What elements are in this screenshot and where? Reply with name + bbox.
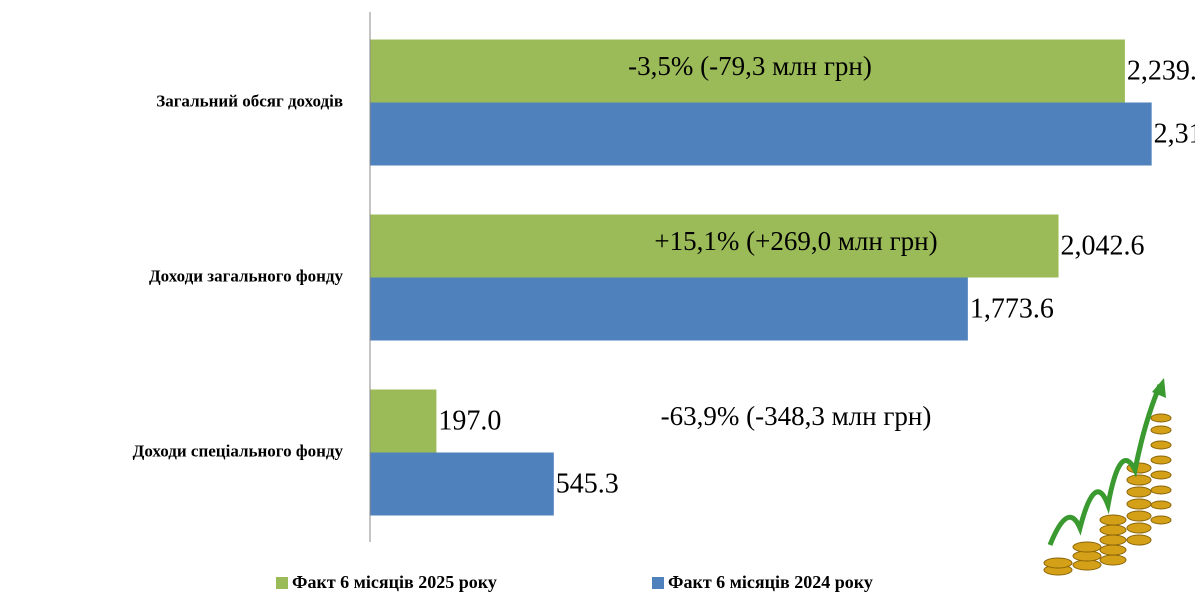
category-label: Загальний обсяг доходів	[156, 91, 343, 110]
value-label: 2,042.6	[1061, 230, 1145, 261]
bar	[370, 102, 1152, 166]
bar	[370, 452, 554, 516]
annotation: -3,5% (-79,3 млн грн)	[628, 51, 872, 81]
value-label: 2,318.9	[1154, 118, 1195, 149]
bar	[370, 277, 968, 341]
annotation: -63,9% (-348,3 млн грн)	[661, 401, 932, 431]
value-label: 2,239.6	[1127, 55, 1195, 86]
legend-label: Факт 6 місяців 2025 року	[292, 572, 497, 592]
category-label: Доходи спеціального фонду	[133, 441, 344, 460]
coins-illustration	[1020, 368, 1190, 580]
value-label: 197.0	[438, 405, 501, 436]
legend-label: Факт 6 місяців 2024 року	[668, 572, 873, 592]
value-label: 1,773.6	[970, 293, 1054, 324]
legend-swatch	[652, 577, 664, 589]
legend-swatch	[276, 577, 288, 589]
value-label: 545.3	[556, 468, 619, 499]
bar	[370, 214, 1059, 278]
bar	[370, 389, 437, 453]
bar	[370, 39, 1125, 103]
annotation: +15,1% (+269,0 млн грн)	[654, 226, 937, 256]
category-label: Доходи загального фонду	[149, 266, 344, 285]
